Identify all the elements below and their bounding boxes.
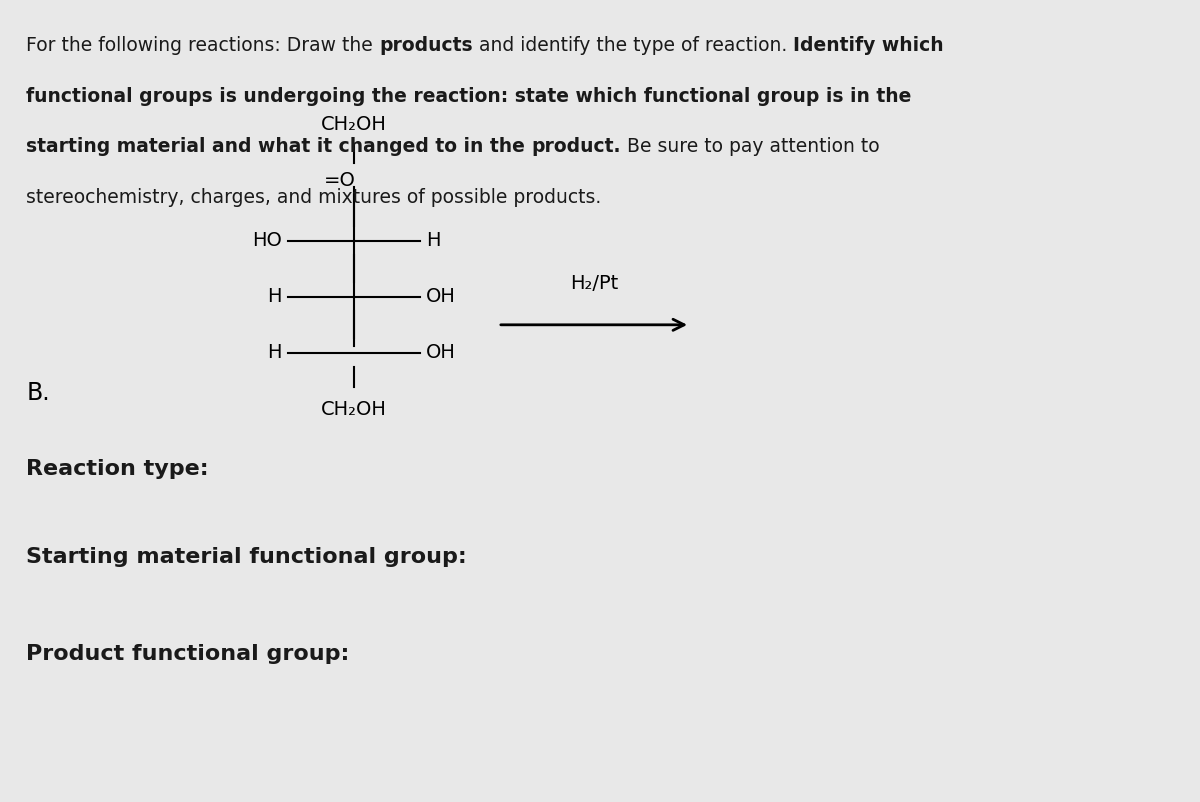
Text: and identify the type of reaction.: and identify the type of reaction. xyxy=(473,36,793,55)
Text: B.: B. xyxy=(26,381,50,405)
Text: OH: OH xyxy=(426,287,456,306)
Text: functional groups is undergoing the reaction: state which functional group is in: functional groups is undergoing the reac… xyxy=(26,87,912,106)
Text: Identify which: Identify which xyxy=(793,36,943,55)
Text: products: products xyxy=(379,36,473,55)
Text: H: H xyxy=(268,287,282,306)
Text: HO: HO xyxy=(252,231,282,250)
Text: starting material and what it changed to in the: starting material and what it changed to… xyxy=(26,137,532,156)
Text: =O: =O xyxy=(324,171,356,190)
Text: H₂/Pt: H₂/Pt xyxy=(570,273,618,293)
Text: OH: OH xyxy=(426,343,456,363)
Text: H: H xyxy=(426,231,440,250)
Text: stereochemistry, charges, and mixtures of possible products.: stereochemistry, charges, and mixtures o… xyxy=(26,188,601,207)
Text: product.: product. xyxy=(532,137,622,156)
Text: Starting material functional group:: Starting material functional group: xyxy=(26,548,467,567)
Text: For the following reactions: Draw the: For the following reactions: Draw the xyxy=(26,36,379,55)
Text: Be sure to pay attention to: Be sure to pay attention to xyxy=(622,137,880,156)
Text: CH₂OH: CH₂OH xyxy=(322,115,386,134)
Text: Reaction type:: Reaction type: xyxy=(26,460,209,479)
Text: CH₂OH: CH₂OH xyxy=(322,399,386,419)
Text: H: H xyxy=(268,343,282,363)
Text: Product functional group:: Product functional group: xyxy=(26,644,349,663)
